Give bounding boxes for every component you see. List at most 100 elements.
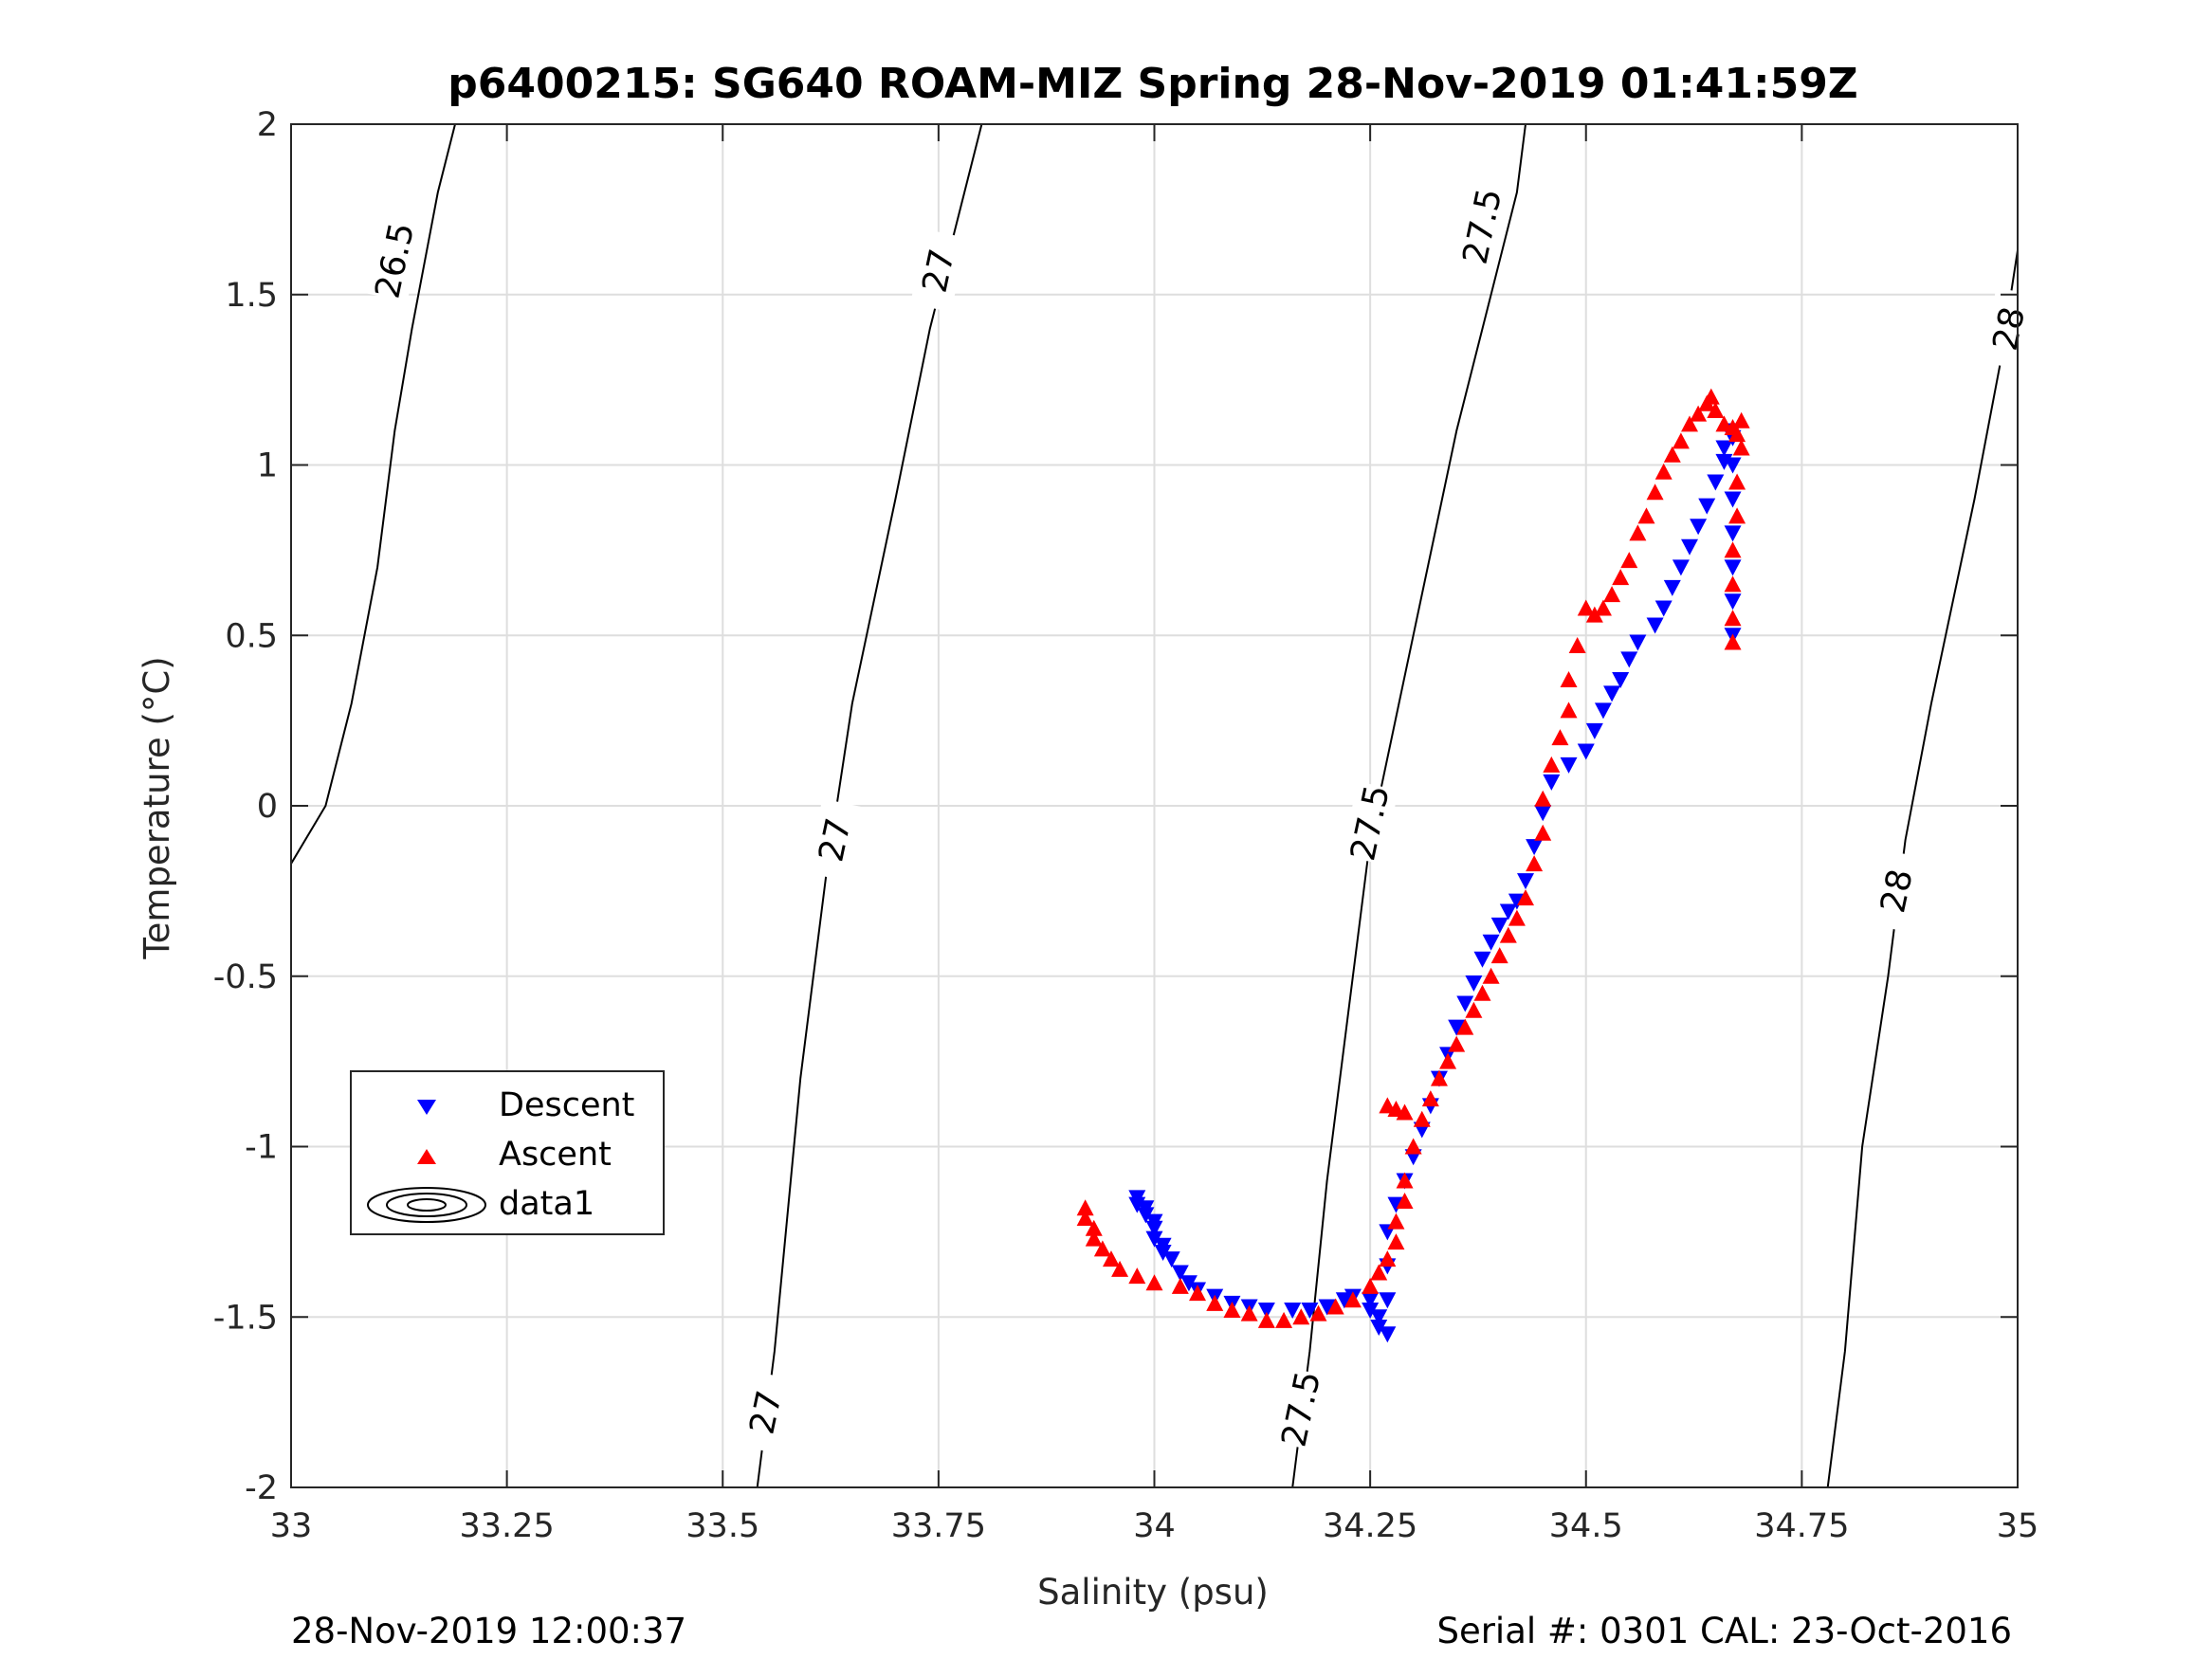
ascent-point [1223,1302,1241,1319]
legend-marker-data1 [367,1187,486,1223]
contour-label: 27 [737,1371,795,1454]
ascent-point [1362,1277,1380,1294]
footer-timestamp: 28-Nov-2019 12:00:37 [291,1611,686,1651]
ascent-point [1728,473,1746,490]
descent-point [1154,1244,1172,1261]
descent-point [1724,491,1742,508]
descent-point [1318,1299,1336,1316]
descent-point [1362,1292,1380,1309]
descent-point [1543,774,1561,791]
ascent-point [1396,1103,1414,1121]
y-tick-label: 1.5 [225,277,278,315]
descent-point [1370,1320,1388,1337]
descent-point [1724,593,1742,611]
descent-point [1698,498,1716,515]
descent-point [1724,457,1742,474]
contour-label: 27.5 [1342,781,1398,865]
y-tick-label: -1.5 [213,1299,278,1337]
svg-text:27: 27 [916,246,963,296]
ascent-point [1517,889,1535,906]
ascent-point [1128,1267,1146,1285]
descent-point [1646,617,1664,634]
ascent-point [1171,1277,1189,1294]
descent-point [1715,440,1733,457]
x-tick-label: 35 [1997,1507,2039,1545]
ascent-point [1465,1001,1483,1018]
ascent-point [1560,702,1578,719]
descent-point [1370,1309,1388,1326]
svg-text:28: 28 [1986,303,2034,354]
ascent-point [1430,1069,1448,1086]
footer-serial-cal: Serial #: 0301 CAL: 23-Oct-2016 [1436,1611,2012,1651]
descent-point [1594,702,1612,720]
ascent-point [1594,599,1612,616]
ascent-point [1448,1035,1466,1052]
density-contour-line [1826,249,2018,1487]
density-contour-line [291,124,456,865]
descent-point [1672,559,1690,576]
descent-point [1171,1265,1189,1282]
contour-label: 28 [1868,849,1926,933]
x-tick-label: 34.25 [1323,1507,1417,1545]
descent-point [1145,1231,1163,1248]
y-tick-label: 0.5 [225,617,278,655]
ascent-point [1076,1209,1094,1226]
ascent-point [1681,415,1699,432]
descent-point [1707,474,1725,491]
ascent-point [1629,524,1647,541]
contour-label: 27 [806,798,864,882]
ascent-point [1728,426,1746,443]
ascent-point [1612,569,1630,586]
ascent-point [1145,1274,1163,1291]
descent-point [1690,519,1708,536]
descent-point [1379,1292,1397,1309]
ascent-point [1240,1304,1258,1322]
ascent-point [1257,1311,1275,1328]
descent-point [1465,975,1483,992]
descent-point [1448,1019,1466,1036]
ascent-point [1724,575,1742,592]
ascent-point [1620,552,1638,569]
ascent-point [1413,1110,1431,1127]
axis-ticks: 33 33.25 33.5 33.75 34 34.25 34.5 34.75 35 2 1.5 1 0… [213,106,2039,1545]
y-tick-label: 0 [257,788,278,826]
contour-label: 28 [1981,287,2038,371]
ascent-point [1275,1311,1293,1328]
ascent-point [1093,1240,1111,1257]
ascent-point [1292,1308,1310,1325]
ascent-point [1396,1193,1414,1210]
x-tick-label: 34 [1133,1507,1176,1545]
ascent-point [1646,483,1664,501]
descent-point [1137,1207,1155,1224]
descent-point [1379,1326,1397,1343]
chart-title: p6400215: SG640 ROAM-MIZ Spring 28-Nov-2… [448,60,1857,108]
y-axis-label: Temperature (°C) [137,656,177,959]
legend-box [350,1070,665,1235]
ascent-point [1585,606,1603,623]
y-tick-label: -0.5 [213,958,278,996]
ascent-point [1396,1172,1414,1189]
ascent-point [1654,463,1673,480]
ascent-point [1707,401,1725,418]
descent-point [1724,525,1742,542]
ascent-point [1102,1250,1120,1267]
svg-text:27: 27 [812,814,859,865]
legend-label-descent: Descent [499,1086,634,1124]
ascent-point [1732,411,1750,428]
descent-point [1603,685,1621,702]
ascent-point [1508,909,1526,926]
y-tick-label: 1 [257,447,278,485]
ascent-point [1702,388,1720,405]
descent-point [1577,743,1595,760]
x-axis-label: Salinity (psu) [1037,1572,1269,1613]
descent-point [1145,1220,1163,1237]
ascent-point [1551,729,1569,746]
x-tick-label: 33.75 [891,1507,986,1545]
ascent-point [1189,1285,1207,1302]
ascent-point [1690,405,1708,422]
ascent-point [1344,1291,1362,1308]
ascent-point [1543,756,1561,773]
descent-point [1620,651,1638,668]
